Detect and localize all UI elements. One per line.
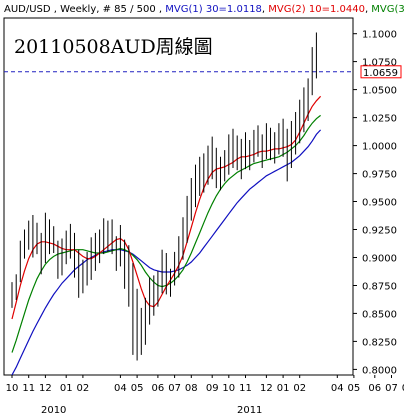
y-tick-label: 1.0500: [362, 86, 397, 97]
y-axis: 1.1000 1.0750 1.0500 1.0250 1.0000 0.9750 0.95…: [353, 30, 397, 376]
header-sep-2: ,: [96, 4, 102, 15]
x-tick-label: 12: [39, 383, 52, 394]
chart-header: AUD/USD , Weekly, # 85 / 500 , MVG(1) 30…: [4, 4, 404, 15]
x-tick-label: 10: [6, 383, 19, 394]
y-tick-label: 0.9750: [362, 170, 397, 181]
x-tick-label: 06: [368, 383, 381, 394]
price-bars: [11, 32, 317, 361]
y-tick-label: 1.0750: [362, 58, 397, 69]
x-tick-label: 01: [60, 383, 73, 394]
x-tick-label: 07: [168, 383, 181, 394]
header-period: Weekly: [60, 4, 96, 15]
x-tick-label: 07: [385, 383, 398, 394]
y-tick-label: 1.0000: [362, 142, 397, 153]
header-symbol: AUD/USD: [4, 4, 51, 15]
x-tick-label: 04: [331, 383, 344, 394]
y-tick-label: 0.8250: [362, 337, 397, 348]
last-price-box: [360, 65, 402, 79]
legend-mvg2: MVG(2) 10=1.0440: [268, 4, 365, 15]
plot-frame: [3, 17, 354, 376]
x-year-label: 2011: [237, 405, 262, 416]
header-bars: # 85 / 500: [103, 4, 156, 15]
x-tick-label: 06: [152, 383, 165, 394]
y-tick-label: 0.9500: [362, 198, 397, 209]
x-tick-label: 05: [131, 383, 144, 394]
x-tick-label: 12: [260, 383, 273, 394]
chart-title: 20110508AUD周線圖: [14, 36, 213, 58]
header-sep-1: ,: [51, 4, 61, 15]
y-tick-label: 0.9000: [362, 254, 397, 265]
y-tick-label: 0.8500: [362, 309, 397, 320]
x-tick-label: 11: [239, 383, 252, 394]
x-tick-label: 10: [222, 383, 235, 394]
y-tick-label: 1.1000: [362, 30, 397, 41]
last-price-label: 1.0659: [363, 68, 398, 79]
legend-mvg1: MVG(1) 30=1.0118: [165, 4, 262, 15]
x-year-label: 2010: [41, 405, 66, 416]
y-tick-label: 0.8000: [362, 365, 397, 376]
legend-mvg3: MVG(3) 20=: [371, 4, 404, 15]
x-tick-label: 11: [22, 383, 35, 394]
x-tick-label: 04: [114, 383, 127, 394]
x-tick-label: 09: [206, 383, 219, 394]
x-axis: 10 11 12 01 02 04 05 06 07 08 09 10 11 12 01 02 04 05 06 07…: [6, 375, 404, 416]
x-tick-label: 08: [402, 383, 404, 394]
x-tick-label: 02: [77, 383, 90, 394]
y-tick-label: 0.9250: [362, 226, 397, 237]
x-tick-label: 08: [185, 383, 198, 394]
y-tick-label: 1.0250: [362, 114, 397, 125]
x-tick-label: 02: [293, 383, 306, 394]
x-tick-label: 05: [348, 383, 361, 394]
y-tick-label: 0.8750: [362, 282, 397, 293]
x-tick-label: 01: [277, 383, 290, 394]
